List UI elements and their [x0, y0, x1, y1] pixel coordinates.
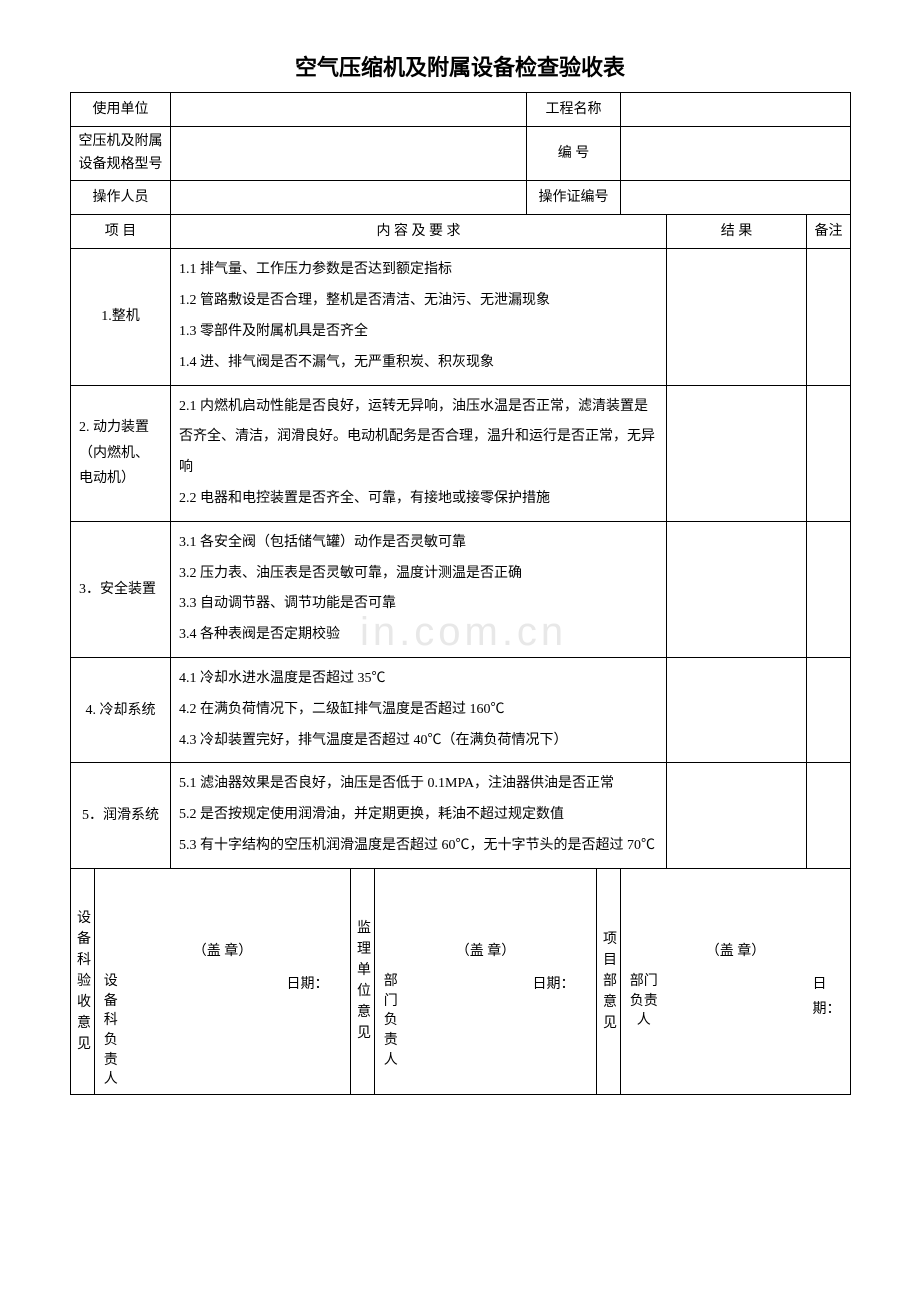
- column-header-row: 项 目 内 容 及 要 求 结 果 备注: [71, 215, 851, 249]
- sig-label-1: 设备科验收意见: [71, 868, 95, 1094]
- section-row-1: 1.整机 1.1 排气量、工作压力参数是否达到额定指标 1.2 管路敷设是否合理…: [71, 249, 851, 385]
- sig-label-3: 项目部意见: [597, 868, 621, 1094]
- sig-stamp-1: （盖 章）: [95, 868, 351, 968]
- label-project: 工程名称: [527, 93, 621, 127]
- section-remark-2: [807, 385, 851, 521]
- section-content-3: 3.1 各安全阀（包括储气罐）动作是否灵敏可靠 3.2 压力表、油压表是否灵敏可…: [171, 521, 667, 657]
- sig-person-3-val: [667, 968, 807, 1094]
- sig-date-1: 日期：: [281, 968, 351, 1094]
- section-label-3: 3．安全装置: [71, 521, 171, 657]
- section-label-4: 4. 冷却系统: [71, 657, 171, 762]
- label-operator: 操作人员: [71, 180, 171, 214]
- section-result-5: [667, 763, 807, 868]
- label-model: 空压机及附属设备规格型号: [71, 127, 171, 181]
- label-unit: 使用单位: [71, 93, 171, 127]
- header-row-2: 空压机及附属设备规格型号 编 号: [71, 127, 851, 181]
- signature-row: 设备科验收意见 （盖 章） 监理单位意见 （盖 章） 项目部意见 （盖 章）: [71, 868, 851, 968]
- section-row-3: 3．安全装置 3.1 各安全阀（包括储气罐）动作是否灵敏可靠 3.2 压力表、油…: [71, 521, 851, 657]
- header-row-3: 操作人员 操作证编号: [71, 180, 851, 214]
- section-label-5: 5．润滑系统: [71, 763, 171, 868]
- section-content-1: 1.1 排气量、工作压力参数是否达到额定指标 1.2 管路敷设是否合理，整机是否…: [171, 249, 667, 385]
- section-row-2: 2. 动力装置（内燃机、电动机） 2.1 内燃机启动性能是否良好，运转无异响，油…: [71, 385, 851, 521]
- section-content-2: 2.1 内燃机启动性能是否良好，运转无异响，油压水温是否正常，滤清装置是否齐全、…: [171, 385, 667, 521]
- section-remark-1: [807, 249, 851, 385]
- col-item: 项 目: [71, 215, 171, 249]
- value-cert: [621, 180, 851, 214]
- label-number: 编 号: [527, 127, 621, 181]
- section-label-1: 1.整机: [71, 249, 171, 385]
- section-result-4: [667, 657, 807, 762]
- section-remark-4: [807, 657, 851, 762]
- header-row-1: 使用单位 工程名称: [71, 93, 851, 127]
- col-content: 内 容 及 要 求: [171, 215, 667, 249]
- col-result: 结 果: [667, 215, 807, 249]
- section-result-2: [667, 385, 807, 521]
- section-result-3: [667, 521, 807, 657]
- section-label-2: 2. 动力装置（内燃机、电动机）: [71, 385, 171, 521]
- sig-stamp-2: （盖 章）: [375, 868, 597, 968]
- value-model: [171, 127, 527, 181]
- section-row-4: 4. 冷却系统 4.1 冷却水进水温度是否超过 35℃ 4.2 在满负荷情况下，…: [71, 657, 851, 762]
- signature-row-bottom: 设备科负责人 日期： 部门负责人 日期： 部门负责人 日期：: [71, 968, 851, 1094]
- section-content-4: 4.1 冷却水进水温度是否超过 35℃ 4.2 在满负荷情况下，二级缸排气温度是…: [171, 657, 667, 762]
- sig-person-1-val: [127, 968, 281, 1094]
- value-number: [621, 127, 851, 181]
- inspection-table: 使用单位 工程名称 空压机及附属设备规格型号 编 号 操作人员 操作证编号 项 …: [70, 92, 851, 1095]
- col-remark: 备注: [807, 215, 851, 249]
- value-unit: [171, 93, 527, 127]
- section-content-5: 5.1 滤油器效果是否良好，油压是否低于 0.1MPA，注油器供油是否正常 5.…: [171, 763, 667, 868]
- section-remark-5: [807, 763, 851, 868]
- section-remark-3: [807, 521, 851, 657]
- section-row-5: 5．润滑系统 5.1 滤油器效果是否良好，油压是否低于 0.1MPA，注油器供油…: [71, 763, 851, 868]
- page-title: 空气压缩机及附属设备检查验收表: [70, 50, 850, 82]
- sig-date-3: 日期：: [807, 968, 851, 1094]
- sig-date-2: 日期：: [527, 968, 597, 1094]
- sig-label-2: 监理单位意见: [351, 868, 375, 1094]
- sig-stamp-3: （盖 章）: [621, 868, 851, 968]
- value-project: [621, 93, 851, 127]
- sig-person-2-val: [407, 968, 527, 1094]
- section-result-1: [667, 249, 807, 385]
- label-cert: 操作证编号: [527, 180, 621, 214]
- sig-person-1: 设备科负责人: [95, 968, 127, 1094]
- sig-person-2: 部门负责人: [375, 968, 407, 1094]
- value-operator: [171, 180, 527, 214]
- sig-person-3: 部门负责人: [621, 968, 667, 1094]
